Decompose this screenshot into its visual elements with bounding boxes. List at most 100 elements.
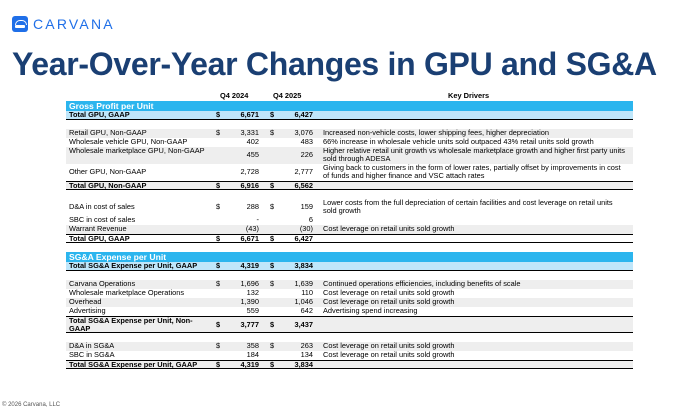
table-row: Total SG&A Expense per Unit, GAAP $ 4,31… xyxy=(66,360,633,369)
currency-symbol: $ xyxy=(216,234,221,243)
row-label: Total GPU, Non-GAAP xyxy=(69,181,147,190)
value-q4-2024: 6,671 xyxy=(240,110,260,119)
table-row: Warrant Revenue (43) (30) Cost leverage … xyxy=(66,225,633,234)
value-q4-2024: 6,671 xyxy=(240,234,260,243)
table-row: Carvana Operations $ 1,696 $ 1,639 Conti… xyxy=(66,280,633,289)
value-q4-2024: 288 xyxy=(246,202,259,211)
key-driver: Cost leverage on retail units sold growt… xyxy=(323,341,455,350)
logo-text: CARVANA xyxy=(33,16,115,32)
row-label: Retail GPU, Non-GAAP xyxy=(69,128,147,137)
section-title: Gross Profit per Unit xyxy=(69,100,154,111)
table-row: Total SG&A Expense per Unit, Non-GAAP $ … xyxy=(66,316,633,333)
currency-symbol: $ xyxy=(270,234,275,243)
value-q4-2025: 642 xyxy=(300,306,313,315)
currency-symbol: $ xyxy=(270,360,275,369)
table-row: D&A in SG&A $ 358 $ 263 Cost leverage on… xyxy=(66,342,633,351)
row-label: Wholesale marketplace GPU, Non-GAAP xyxy=(69,146,205,155)
column-header-q4-2024: Q4 2024 xyxy=(220,91,249,100)
table-row: Total GPU, Non-GAAP $ 6,916 $ 6,562 xyxy=(66,181,633,190)
column-header-key-drivers: Key Drivers xyxy=(448,91,490,100)
value-q4-2024: 358 xyxy=(246,341,259,350)
key-driver: Advertising spend increasing xyxy=(323,306,418,315)
table-header: Q4 2024 Q4 2025 Key Drivers xyxy=(66,92,633,101)
row-label: Total GPU, GAAP xyxy=(69,110,130,119)
currency-symbol: $ xyxy=(270,128,275,137)
row-label: Total GPU, GAAP xyxy=(69,234,130,243)
value-q4-2024: 4,319 xyxy=(240,261,260,270)
currency-symbol: $ xyxy=(270,261,275,270)
value-q4-2024: 559 xyxy=(246,306,259,315)
value-q4-2025: 483 xyxy=(300,137,313,146)
value-q4-2025: 6,562 xyxy=(294,181,314,190)
section-header-gpu: Gross Profit per Unit xyxy=(66,101,633,111)
carvana-logo: CARVANA xyxy=(12,16,115,32)
table-row: Total GPU, GAAP $ 6,671 $ 6,427 xyxy=(66,234,633,243)
value-q4-2025: 159 xyxy=(300,202,313,211)
table-row: Wholesale vehicle GPU, Non-GAAP 402 483 … xyxy=(66,138,633,147)
table-row: Wholesale marketplace Operations 132 110… xyxy=(66,289,633,298)
currency-symbol: $ xyxy=(270,320,275,329)
value-q4-2024: - xyxy=(256,215,259,224)
table-row: Total SG&A Expense per Unit, GAAP $ 4,31… xyxy=(66,262,633,271)
value-q4-2024: 402 xyxy=(246,137,259,146)
key-driver: Cost leverage on retail units sold growt… xyxy=(323,350,455,359)
row-label: Carvana Operations xyxy=(69,279,136,288)
currency-symbol: $ xyxy=(216,360,221,369)
key-driver: Increased non-vehicle costs, lower shipp… xyxy=(323,128,549,137)
table-row: Other GPU, Non-GAAP 2,728 2,777 Giving b… xyxy=(66,164,633,181)
value-q4-2025: 134 xyxy=(300,350,313,359)
value-q4-2024: 184 xyxy=(246,350,259,359)
table-row: SBC in cost of sales - 6 xyxy=(66,216,633,225)
currency-symbol: $ xyxy=(270,341,275,350)
value-q4-2025: 3,076 xyxy=(294,128,314,137)
value-q4-2025: 3,834 xyxy=(294,261,314,270)
value-q4-2025: 2,777 xyxy=(294,167,314,176)
value-q4-2025: 6,427 xyxy=(294,234,314,243)
value-q4-2024: 6,916 xyxy=(240,181,260,190)
key-driver: Lower costs from the full depreciation o… xyxy=(323,198,613,215)
table-row: D&A in cost of sales $ 288 $ 159 Lower c… xyxy=(66,199,633,216)
gpu-sga-table: Q4 2024 Q4 2025 Key Drivers Gross Profit… xyxy=(66,92,633,369)
key-driver: Continued operations efficiencies, inclu… xyxy=(323,279,521,288)
table-row: Total GPU, GAAP $ 6,671 $ 6,427 xyxy=(66,111,633,120)
currency-symbol: $ xyxy=(216,279,221,288)
row-label: D&A in SG&A xyxy=(69,341,115,350)
currency-symbol: $ xyxy=(216,341,221,350)
value-q4-2024: (43) xyxy=(245,224,259,233)
row-label: Warrant Revenue xyxy=(69,224,127,233)
value-q4-2025: (30) xyxy=(299,224,313,233)
key-driver: Cost leverage on retail units sold growt… xyxy=(323,297,455,306)
currency-symbol: $ xyxy=(216,128,221,137)
row-label: Total SG&A Expense per Unit, Non-GAAP xyxy=(69,316,193,333)
section-header-sga: SG&A Expense per Unit xyxy=(66,252,633,262)
key-driver: Cost leverage on retail units sold growt… xyxy=(323,288,455,297)
value-q4-2024: 3,331 xyxy=(240,128,260,137)
value-q4-2024: 4,319 xyxy=(240,360,260,369)
value-q4-2025: 1,046 xyxy=(294,297,314,306)
row-label: Overhead xyxy=(69,297,102,306)
value-q4-2024: 455 xyxy=(246,150,259,159)
row-label: SBC in SG&A xyxy=(69,350,115,359)
table-row: Wholesale marketplace GPU, Non-GAAP 455 … xyxy=(66,147,633,164)
row-label: SBC in cost of sales xyxy=(69,215,136,224)
currency-symbol: $ xyxy=(216,320,221,329)
currency-symbol: $ xyxy=(270,181,275,190)
value-q4-2024: 1,696 xyxy=(240,279,260,288)
car-icon xyxy=(12,16,28,32)
currency-symbol: $ xyxy=(216,181,221,190)
currency-symbol: $ xyxy=(270,202,275,211)
column-header-q4-2025: Q4 2025 xyxy=(273,91,302,100)
row-label: Wholesale marketplace Operations xyxy=(69,288,185,297)
table-row: Overhead 1,390 1,046 Cost leverage on re… xyxy=(66,298,633,307)
value-q4-2025: 3,834 xyxy=(294,360,314,369)
currency-symbol: $ xyxy=(270,110,275,119)
table-row: Retail GPU, Non-GAAP $ 3,331 $ 3,076 Inc… xyxy=(66,129,633,138)
value-q4-2025: 263 xyxy=(300,341,313,350)
value-q4-2024: 3,777 xyxy=(240,320,260,329)
value-q4-2025: 110 xyxy=(301,288,313,297)
row-label: Other GPU, Non-GAAP xyxy=(69,167,147,176)
value-q4-2024: 132 xyxy=(246,288,259,297)
row-label: Total SG&A Expense per Unit, GAAP xyxy=(69,261,198,270)
page-title: Year-Over-Year Changes in GPU and SG&A xyxy=(12,46,657,82)
value-q4-2025: 226 xyxy=(300,150,313,159)
